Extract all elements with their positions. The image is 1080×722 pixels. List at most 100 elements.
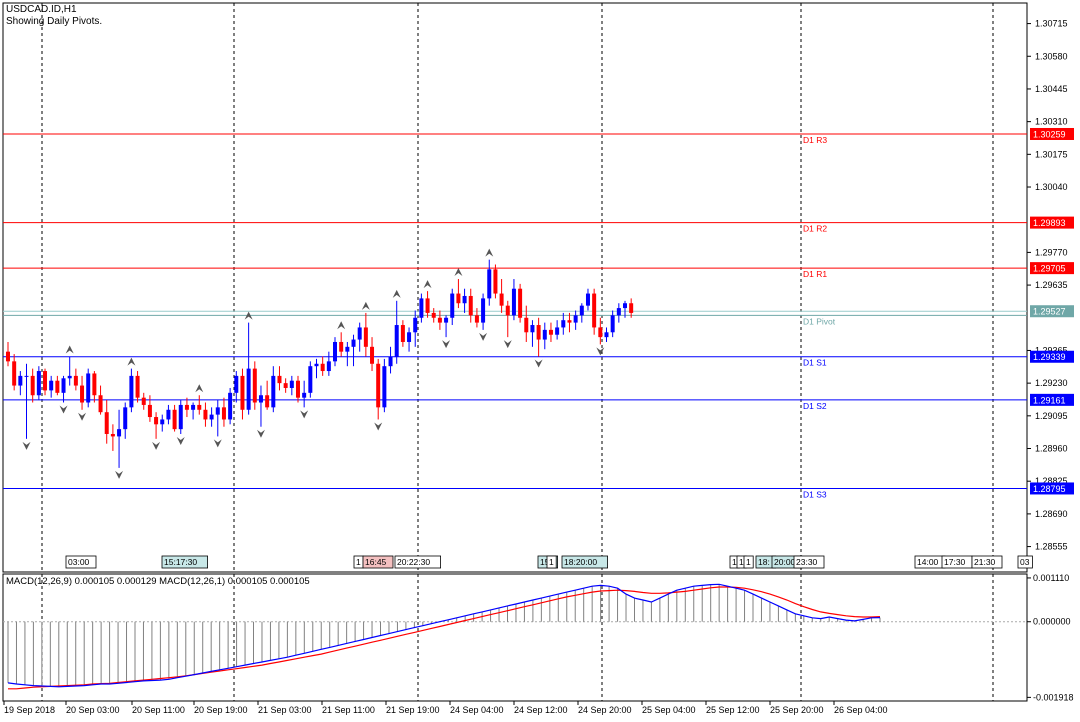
candle-body xyxy=(49,380,54,391)
candle-body xyxy=(228,392,233,420)
time-axis-label: 25 Sep 20:00 xyxy=(770,705,824,715)
current-price-box xyxy=(1030,305,1074,318)
candle-body xyxy=(30,375,35,396)
macd-indicator-label: MACD(12,26,9) 0.000105 0.000129 MACD(12,… xyxy=(6,576,310,587)
pivot-price-box xyxy=(1030,393,1074,406)
candle-body xyxy=(610,315,615,333)
time-axis-label: 25 Sep 12:00 xyxy=(706,705,760,715)
candle-body xyxy=(511,288,516,316)
fractal-up-arrow xyxy=(127,357,136,366)
candle-body xyxy=(518,288,523,318)
macd-tick-label: 0.001110 xyxy=(1033,573,1069,583)
candle-body xyxy=(141,397,146,405)
candle-body xyxy=(234,375,239,393)
time-axis-label: 25 Sep 04:00 xyxy=(642,705,696,715)
candle-body xyxy=(277,375,282,384)
candle-body xyxy=(394,325,399,357)
candle-body xyxy=(283,383,288,388)
candle-body xyxy=(363,327,368,347)
session-time-tag-label: 14:00 xyxy=(917,557,939,567)
macd-main-line xyxy=(7,583,881,688)
candle-body xyxy=(18,375,23,386)
session-time-tag-label: 20:00 xyxy=(774,557,796,567)
pivot-line-label: D1 S1 xyxy=(803,358,827,368)
candle-body xyxy=(73,375,78,386)
fractal-up-arrow xyxy=(361,301,370,310)
fractal-down-arrow xyxy=(213,439,222,448)
time-axis-label: 19 Sep 2018 xyxy=(4,705,55,715)
pivot-price-box xyxy=(1030,127,1074,140)
candle-body xyxy=(166,409,171,420)
session-time-tag xyxy=(793,555,825,569)
time-axis-label: 26 Sep 04:00 xyxy=(834,705,888,715)
time-axis-label: 24 Sep 12:00 xyxy=(514,705,568,715)
time-axis-label: 21 Sep 03:00 xyxy=(258,705,312,715)
session-time-tag xyxy=(743,555,754,569)
session-time-tag xyxy=(161,555,208,569)
candle-body xyxy=(339,341,344,352)
price-tick-label: 1.30310 xyxy=(1035,117,1068,127)
session-time-tag xyxy=(971,555,1003,569)
pivot-price-label: 1.29893 xyxy=(1033,218,1066,228)
time-axis-label: 20 Sep 19:00 xyxy=(194,705,248,715)
candle-body xyxy=(431,312,436,318)
candle-body xyxy=(370,346,375,364)
candle-body xyxy=(129,375,134,408)
current-price-label: 1.29527 xyxy=(1033,307,1066,317)
candle-body xyxy=(357,327,362,340)
candle-body xyxy=(12,361,17,386)
candle-body xyxy=(400,325,405,342)
candle-body xyxy=(302,392,307,398)
session-time-tag-label: 17:30 xyxy=(944,557,966,567)
fractal-down-arrow xyxy=(374,422,383,431)
price-tick-label: 1.28555 xyxy=(1035,542,1068,552)
candle-body xyxy=(252,368,257,403)
pivot-price-box xyxy=(1030,350,1074,363)
session-time-tag xyxy=(65,555,97,569)
chart-symbol-label: USDCAD.ID,H1 xyxy=(6,4,77,15)
session-time-tag-label: 1 xyxy=(356,557,361,567)
fractal-down-arrow xyxy=(442,340,451,349)
session-time-tag-label: 1 xyxy=(746,557,751,567)
session-time-tag xyxy=(1017,555,1033,569)
pivot-line-label: D1 S3 xyxy=(803,489,827,499)
candle-body xyxy=(561,320,566,328)
price-tick-label: 1.28960 xyxy=(1035,444,1068,454)
pivot-price-box xyxy=(1030,216,1074,229)
price-panel-frame xyxy=(2,2,1028,573)
candle-body xyxy=(191,404,196,410)
fractal-down-arrow xyxy=(22,441,31,450)
candle-body xyxy=(616,308,621,316)
candle-body xyxy=(419,298,424,318)
candle-body xyxy=(450,293,455,318)
time-axis-label: 20 Sep 11:00 xyxy=(132,705,185,715)
candle-body xyxy=(240,375,245,410)
session-time-tag-label: 03:00 xyxy=(68,557,90,567)
candle-body xyxy=(351,339,356,347)
candle-body xyxy=(104,412,109,434)
fractal-down-arrow xyxy=(503,340,512,349)
fractal-down-arrow xyxy=(59,405,68,414)
candle-body xyxy=(530,325,535,333)
pivot-line-label: D1 S2 xyxy=(803,401,827,411)
candle-body xyxy=(203,409,208,420)
candle-body xyxy=(573,315,578,323)
pivot-price-box xyxy=(1030,262,1074,275)
candle-body xyxy=(376,363,381,408)
candle-body xyxy=(314,363,319,367)
fractal-up-arrow xyxy=(195,384,204,393)
session-time-tag xyxy=(546,555,557,569)
candle-body xyxy=(623,303,627,309)
candle-body xyxy=(117,429,122,437)
candle-body xyxy=(499,293,504,306)
candle-body xyxy=(178,404,183,430)
candle-body xyxy=(209,414,214,420)
candle-body xyxy=(548,329,553,335)
candle-body xyxy=(536,325,541,340)
session-time-tag-label: 1 xyxy=(549,557,554,567)
price-tick-label: 1.29770 xyxy=(1035,247,1068,257)
pivot-price-label: 1.29161 xyxy=(1033,395,1066,405)
candle-body xyxy=(425,298,430,313)
